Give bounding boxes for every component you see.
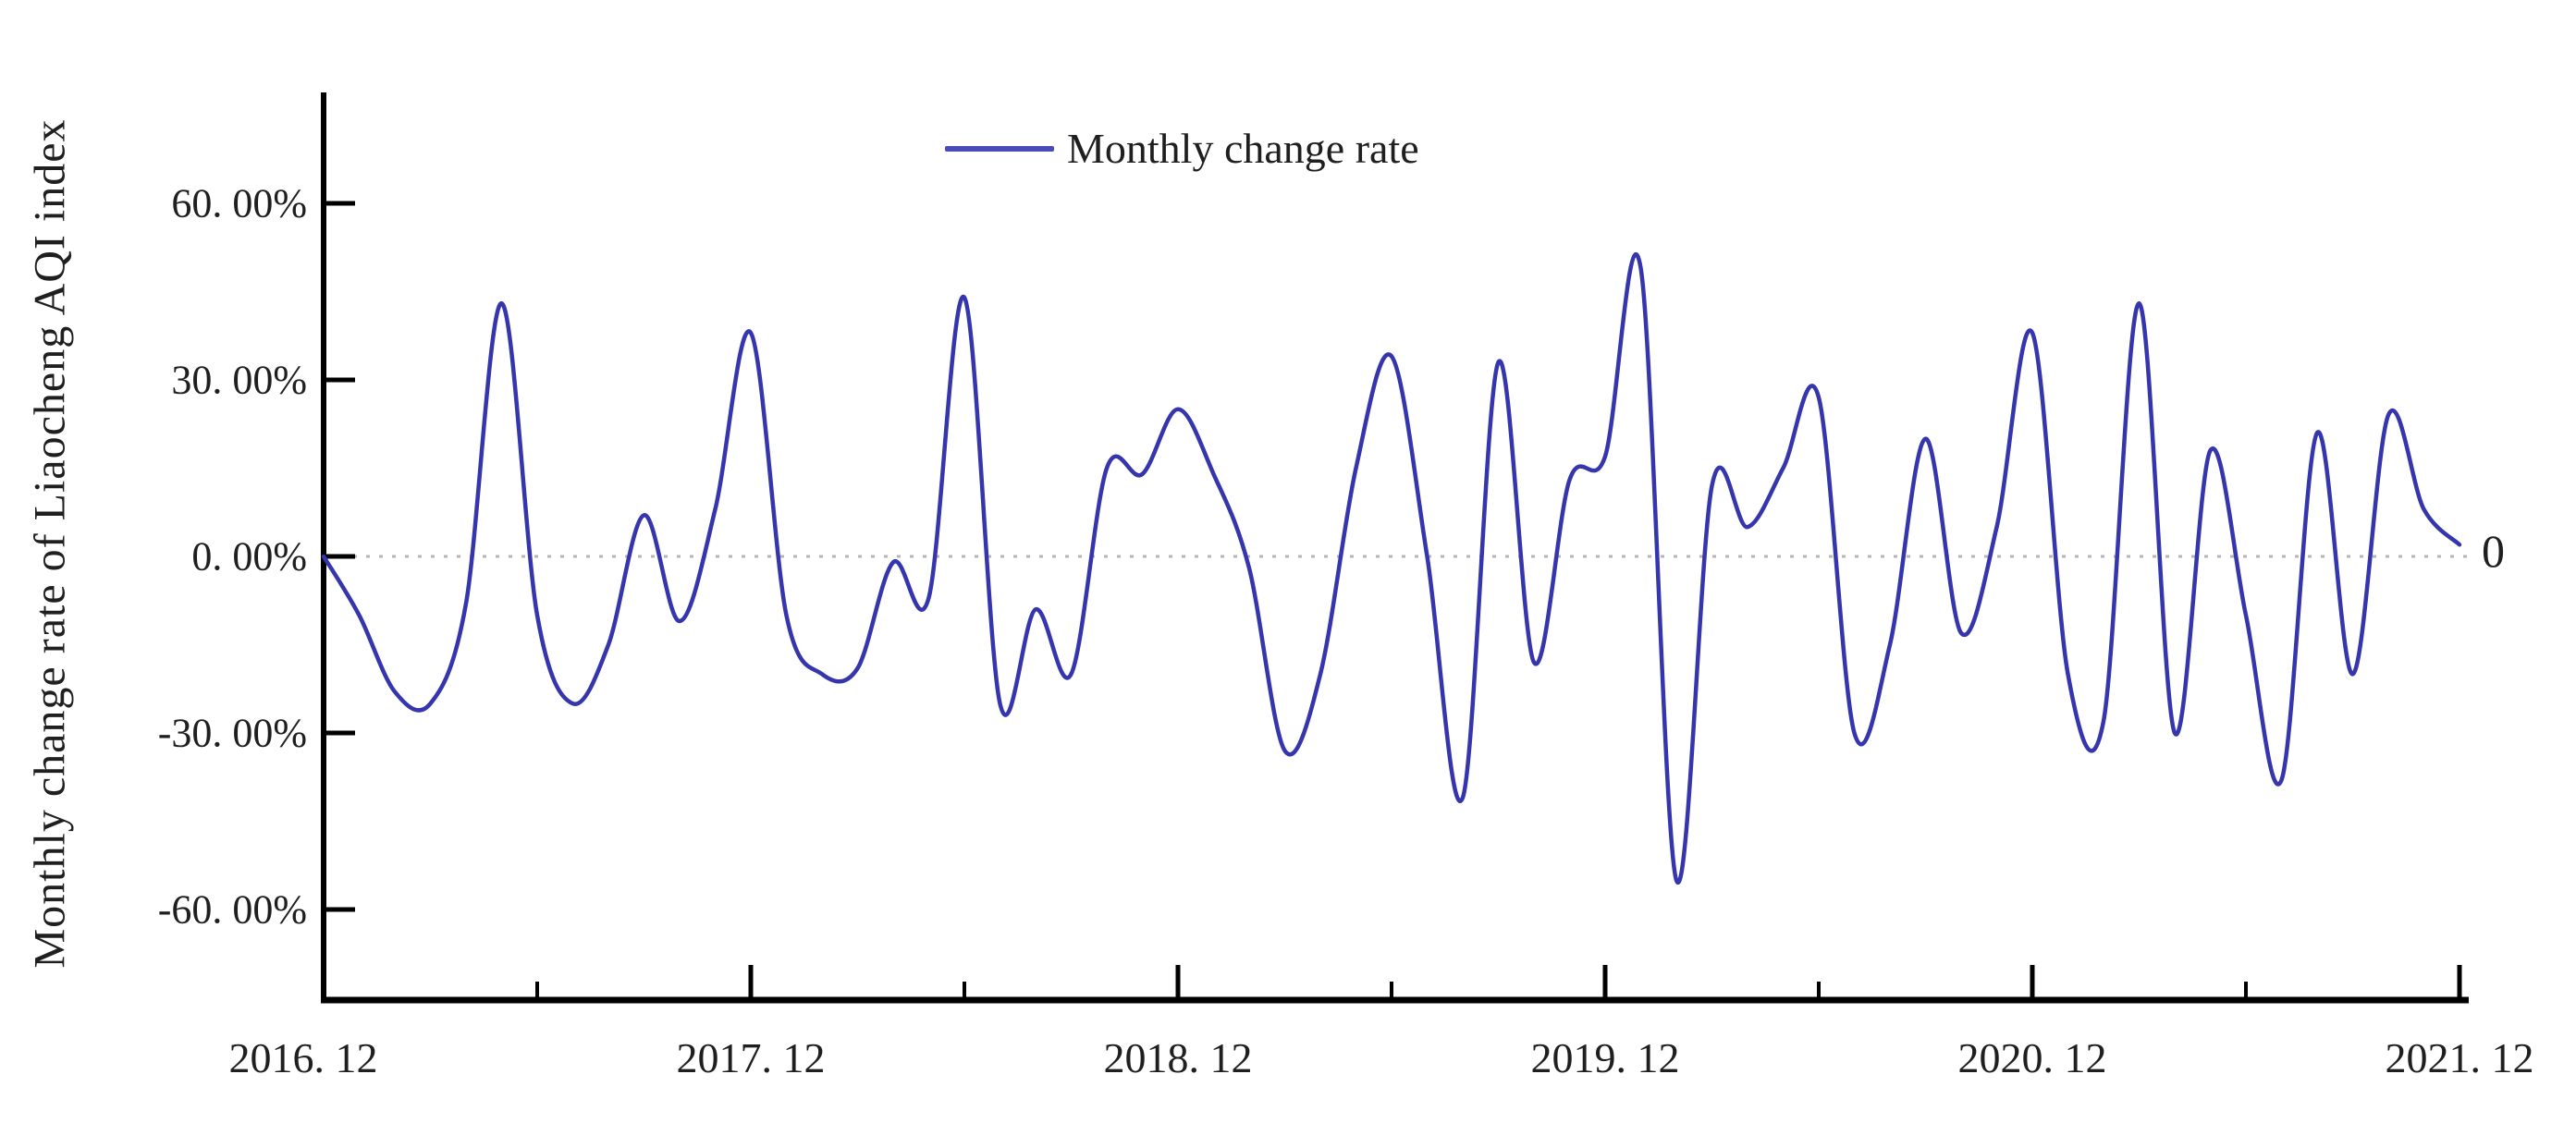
x-tick-label: 2018. 12 [1103, 1034, 1253, 1081]
x-tick-label: 2021. 12 [2385, 1034, 2534, 1081]
zero-reference-label: 0 [2482, 525, 2505, 577]
x-tick-label: 2019. 12 [1530, 1034, 1680, 1081]
y-tick-label: 30. 00% [171, 357, 307, 403]
y-tick-label: -60. 00% [157, 886, 307, 933]
x-tick-label: 2017. 12 [676, 1034, 826, 1081]
legend-label: Monthly change rate [1067, 125, 1419, 172]
series-monthly-change-rate-line [321, 252, 2462, 885]
legend: Monthly change rate [945, 124, 1419, 173]
x-tick-label: 2016. 12 [228, 1034, 378, 1081]
y-axis-title: Monthly change rate of Liaocheng AQI ind… [25, 118, 75, 969]
y-tick-label: 60. 00% [171, 180, 307, 226]
y-tick-label: -30. 00% [157, 710, 307, 756]
legend-line-swatch [945, 145, 1054, 152]
x-tick-label: 2020. 12 [1957, 1034, 2107, 1081]
y-tick-label: 0. 00% [191, 533, 307, 580]
